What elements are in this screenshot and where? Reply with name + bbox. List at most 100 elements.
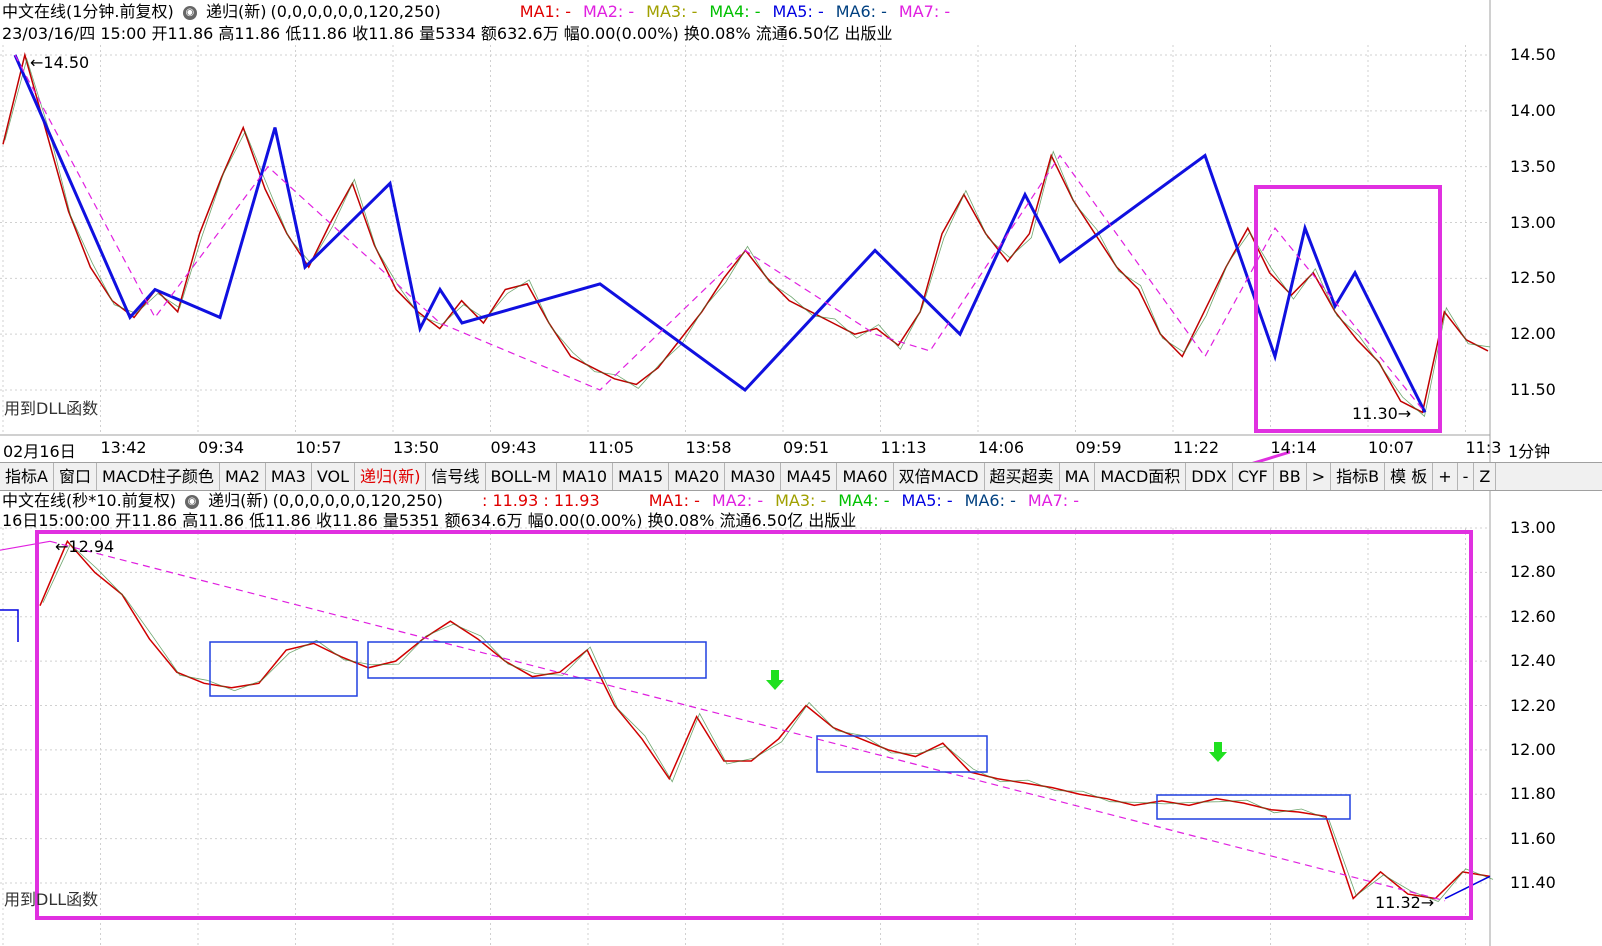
indicator-tab[interactable]: MA20	[669, 463, 726, 490]
bottom-header: 中文在线(秒*10.前复权) ◉ 递归(新) (0,0,0,0,0,0,120,2…	[2, 491, 1095, 511]
bottom-high-label: ←12.94	[55, 537, 114, 556]
indicator-tab[interactable]: >	[1307, 463, 1332, 490]
indicator-tab[interactable]: MA	[1060, 463, 1096, 490]
indicator-tab[interactable]: 递归(新)	[355, 463, 427, 490]
y-tick-label: 11.50	[1510, 380, 1556, 399]
indicator-tab[interactable]: CYF	[1233, 463, 1274, 490]
period-label[interactable]: 1分钟	[1508, 442, 1551, 461]
y-tick-label: 11.40	[1510, 873, 1556, 892]
x-tick-label: 09:34	[198, 438, 245, 457]
indicator-tab[interactable]: +	[1433, 463, 1458, 490]
ma-legend-item: MA2: -	[582, 2, 635, 21]
ma-legend-item: MA3: -	[646, 2, 698, 21]
y-tick-label: 14.50	[1510, 45, 1556, 64]
second-chart-canvas[interactable]: ←12.94 11.32→	[0, 490, 1602, 946]
x-tick-label: 13:42	[100, 438, 147, 457]
ma-legend-item: MA5: -	[901, 491, 953, 510]
indicator-tab[interactable]: MA3	[266, 463, 312, 490]
minute-chart-canvas[interactable]: ←14.50 11.30→	[0, 0, 1602, 462]
y-tick-label: 12.00	[1510, 739, 1556, 759]
bottom-info-line: 16日15:00:00 开11.86 高11.86 低11.86 收11.86 …	[2, 511, 857, 530]
indicator-tab[interactable]: -	[1458, 463, 1475, 490]
x-tick-label: 09:43	[490, 438, 537, 457]
settings-circle-icon[interactable]: ◉	[185, 494, 200, 509]
ma-legend-item: MA1: -	[519, 2, 571, 21]
indicator-tab[interactable]: 超买超卖	[985, 463, 1060, 490]
indicator-tab[interactable]: MA10	[557, 463, 614, 490]
indicator-tab[interactable]: MACD柱子颜色	[97, 463, 220, 490]
indicator-tab[interactable]: MA45	[781, 463, 838, 490]
down-arrow-icon	[766, 670, 784, 690]
ma-legend-item: MA2: -	[711, 491, 764, 510]
indicator-tab[interactable]: MA60	[837, 463, 894, 490]
indicator-tab-bar: 指标A 窗口 MACD柱子颜色 MA2 MA3 VOL 递归(新) 信号线 BOLL-M MA10…	[0, 462, 1602, 491]
x-tick-label: 14:14	[1270, 438, 1317, 457]
price-line	[39, 539, 1491, 900]
trend-left-line	[0, 540, 51, 551]
top-chart-title: 中文在线(1分钟.前复权)	[2, 2, 174, 21]
ma-legend-item: MA4: -	[838, 491, 890, 510]
ma-legend-item: MA4: -	[709, 2, 761, 21]
indicator-tab[interactable]: 窗口	[54, 463, 97, 490]
trend-magenta-line	[49, 540, 1446, 902]
ma-legend-item: MA6: -	[835, 2, 887, 21]
down-arrow-icon	[1209, 742, 1227, 762]
indicator-tab[interactable]: DDX	[1186, 463, 1233, 490]
bottom-indicator-name: 递归(新)	[208, 491, 269, 510]
indicator-tab[interactable]: MA15	[613, 463, 670, 490]
indicator-tab[interactable]: 指标A	[0, 463, 54, 490]
indicator-tab[interactable]: BOLL-M	[486, 463, 557, 490]
zigzag-blue-line	[13, 54, 1427, 414]
x-tick-label: 14:06	[978, 438, 1025, 457]
bottom-ma-legend: MA1: - MA2: - MA3: - MA4: - MA5: - MA6: - MA7:…	[649, 491, 1091, 510]
y-tick-label: 12.20	[1510, 695, 1556, 715]
minute-chart-panel[interactable]: ←14.50 11.30→ 中文在线(1分钟.前复权) ◉ 递归(新) (0,0,0…	[0, 0, 1602, 462]
indicator-tab[interactable]: MACD面积	[1095, 463, 1187, 490]
top-header: 中文在线(1分钟.前复权) ◉ 递归(新) (0,0,0,0,0,0,120,25…	[2, 2, 966, 22]
settings-circle-icon[interactable]: ◉	[182, 5, 197, 20]
top-high-label: ←14.50	[30, 53, 89, 72]
indicator-tab[interactable]: BB	[1274, 463, 1307, 490]
y-tick-label: 14.00	[1510, 100, 1556, 120]
price-jitter-line	[4, 57, 1491, 418]
indicator-tab[interactable]: 信号线	[426, 463, 486, 490]
second-chart-panel[interactable]: ←12.94 11.32→ 中文在线(秒*10.前复权) ◉ 递归(新) (0,0,…	[0, 490, 1602, 946]
indicator-tab[interactable]: VOL	[312, 463, 355, 490]
x-tick-label: 11:3	[1465, 438, 1502, 457]
x-tick-label: 09:51	[783, 438, 830, 457]
bottom-low-label: 11.32→	[1375, 893, 1434, 912]
price-line	[2, 52, 1489, 414]
zigzag-magenta-line	[14, 54, 1426, 413]
indicator-tab[interactable]: Z	[1474, 463, 1497, 490]
bottom-dll-note: 用到DLL函数	[4, 890, 99, 909]
ma-legend-item: MA3: -	[775, 491, 827, 510]
x-tick-label: 09:59	[1075, 438, 1122, 457]
x-tick-label: 13:58	[685, 438, 732, 457]
indicator-tab[interactable]: 指标B	[1331, 463, 1386, 490]
top-indicator-params: (0,0,0,0,0,0,120,250)	[270, 2, 441, 21]
x-tick-label: 10:07	[1368, 438, 1415, 457]
bottom-price-pair: : 11.93 : 11.93	[481, 491, 600, 510]
y-tick-label: 11.80	[1510, 784, 1556, 804]
y-tick-label: 13.00	[1510, 212, 1556, 232]
y-tick-label: 12.80	[1510, 562, 1556, 582]
y-tick-label: 12.40	[1510, 651, 1556, 671]
consolidation-box	[816, 735, 988, 773]
consolidation-box	[367, 641, 707, 679]
top-ma-legend: MA1: - MA2: - MA3: - MA4: - MA5: - MA6: - MA7:…	[520, 2, 962, 21]
top-indicator-name: 递归(新)	[205, 2, 267, 21]
indicator-tab[interactable]: MA2	[220, 463, 266, 490]
ma-legend-item: MA1: -	[648, 491, 700, 510]
top-low-label: 11.30→	[1352, 404, 1411, 423]
ma-legend-item: MA5: -	[772, 2, 824, 21]
consolidation-box	[1156, 794, 1351, 820]
y-tick-label: 12.60	[1510, 606, 1556, 626]
indicator-tab[interactable]: 双倍MACD	[894, 463, 985, 490]
indicator-tab[interactable]: 模 板	[1385, 463, 1434, 490]
ma-legend-item: MA7: -	[1027, 491, 1080, 510]
ma-legend-item: MA7: -	[898, 2, 951, 21]
indicator-tab[interactable]: MA30	[725, 463, 782, 490]
y-tick-label: 12.50	[1510, 268, 1556, 288]
x-tick-label: 11:13	[880, 438, 927, 457]
y-tick-label: 13.00	[1510, 518, 1556, 537]
